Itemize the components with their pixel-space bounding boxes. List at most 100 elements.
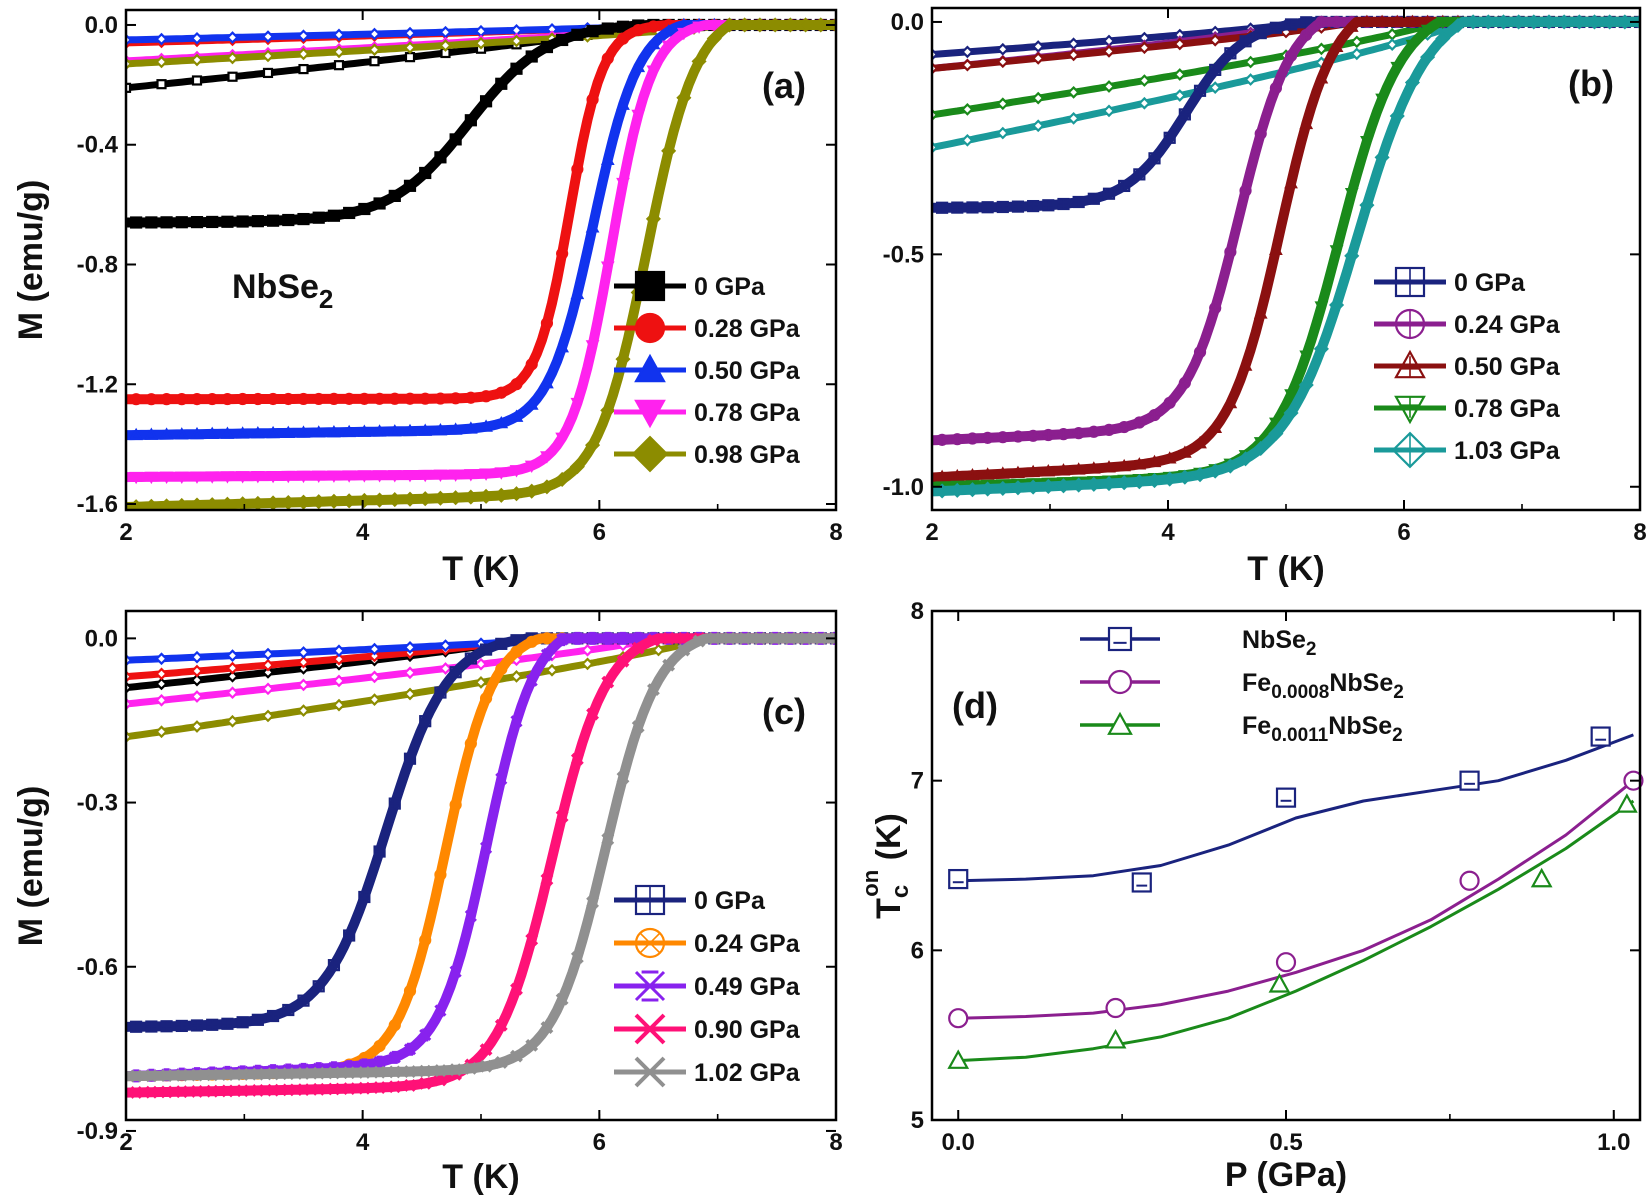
zfc-point: [145, 393, 158, 406]
zfc-point-cross: [1406, 76, 1419, 89]
zfc-point: [160, 216, 173, 229]
zfc-point: [495, 77, 508, 90]
zfc-point: [662, 658, 676, 672]
x-tick-label: 8: [829, 1129, 842, 1156]
fc-point: [1067, 112, 1080, 125]
zfc-point: [510, 714, 523, 728]
zfc-point: [570, 951, 584, 964]
zfc-point: [676, 90, 692, 106]
zfc-point-cross: [982, 432, 993, 443]
zfc-point: [798, 17, 814, 33]
zfc-point: [600, 152, 615, 166]
legend-label: Fe0.0008NbSe2: [1242, 669, 1404, 703]
y-tick-label: 8: [911, 598, 924, 625]
zfc-point: [586, 25, 599, 38]
zfc-point-cross: [131, 1021, 142, 1032]
zfc-point-cross: [984, 471, 992, 479]
zfc-point: [448, 469, 463, 482]
fc-point: [1031, 119, 1045, 133]
zfc-point: [433, 469, 448, 483]
y-ticks-b: 0.0 -0.5 -1.0: [883, 9, 1640, 501]
zfc-point-cross: [1073, 428, 1084, 439]
zfc-point-x: [466, 739, 475, 748]
zfc-point-cross: [283, 1005, 294, 1016]
zfc-point-cross: [938, 473, 946, 481]
zfc-point: [449, 1063, 463, 1077]
legend-item-0-GPa: 0 GPa: [1374, 266, 1526, 298]
zfc-point: [175, 393, 188, 406]
zfc-point-cross: [1363, 18, 1371, 26]
zfc-point-cross: [997, 432, 1008, 443]
fc-point: [510, 34, 523, 48]
zfc-point: [341, 493, 357, 509]
legend-marker-cross: [1396, 310, 1424, 338]
zfc-point: [555, 992, 569, 1006]
zfc-point-cross: [1149, 410, 1160, 421]
fc-point: [961, 103, 974, 116]
zfc-point: [586, 707, 599, 721]
zfc-point: [205, 426, 220, 440]
y-tick-label: 7: [911, 768, 924, 795]
zfc-point: [174, 497, 190, 510]
zfc-point-cross: [996, 482, 1009, 495]
zfc-point-cross: [1330, 299, 1343, 312]
data-point-NbSe2: [948, 868, 969, 890]
zfc-point-cross: [1378, 18, 1386, 26]
zfc-point: [235, 471, 250, 484]
fc-point: [996, 126, 1010, 140]
zfc-point-cross: [1043, 200, 1054, 211]
ylabel-sup: on: [858, 870, 883, 897]
fc-point: [1138, 74, 1151, 87]
fc-point: [298, 63, 309, 75]
zfc-point: [540, 451, 554, 464]
legend-item-1.03-GPa: 1.03 GPa: [1374, 431, 1561, 469]
zfc-point-x: [542, 634, 551, 643]
zfc-point: [388, 1019, 401, 1032]
zfc-point: [631, 720, 645, 734]
zfc-point: [631, 59, 646, 73]
zfc-point-cross: [1087, 478, 1100, 491]
points-d: [947, 726, 1644, 1069]
zfc-curves-c: [126, 631, 836, 1099]
y-axis-label-a: M (emu/g): [12, 180, 50, 341]
data-point-Fe0.0011NbSe2: [1104, 1028, 1127, 1049]
zfc-point-cross: [1270, 83, 1281, 94]
zfc-point: [403, 469, 417, 483]
zfc-point-cross: [1439, 17, 1447, 26]
zfc-point-cross: [496, 638, 507, 649]
fc-point: [190, 664, 204, 678]
zfc-point: [221, 392, 234, 406]
legend-item-1.02-GPa: 1.02 GPa: [614, 1056, 801, 1088]
zfc-point-cross: [1014, 469, 1022, 477]
legend-label: 0 GPa: [694, 887, 766, 915]
zfc-point-x: [436, 870, 445, 879]
zfc-point: [251, 215, 264, 228]
zfc-point-cross: [1497, 15, 1510, 28]
zfc-point-cross: [192, 1020, 202, 1031]
legend-marker-x: [639, 932, 661, 954]
y-tick-label: 0.0: [891, 9, 924, 36]
zfc-point: [479, 419, 493, 432]
zfc-point: [312, 392, 325, 406]
fit-curve-Fe0.0008NbSe2: [958, 779, 1635, 1020]
zfc-point-cross: [1135, 460, 1143, 469]
fc-point: [368, 670, 381, 684]
zfc-point: [464, 1061, 478, 1075]
zfc-point: [479, 1043, 493, 1057]
zfc-point-cross: [328, 960, 339, 971]
zfc-point: [281, 470, 296, 484]
y-axis-label-d-text: Tcon (K): [858, 813, 914, 919]
legend-label: 0.98 GPa: [694, 441, 801, 469]
zfc-point: [281, 1083, 295, 1097]
zfc-point: [525, 358, 538, 371]
zfc-point: [357, 1066, 371, 1079]
fc-point: [261, 49, 275, 63]
zfc-point: [130, 216, 143, 229]
zfc-point: [556, 247, 569, 260]
zfc-point-cross: [1300, 378, 1313, 391]
zfc-point: [495, 772, 508, 786]
panel-b: 2 4 6 8 0.0 -0.5 -1.0 T (K) (b) 0 GPa 0.24 GPa…: [883, 6, 1647, 588]
compound-sub: 2: [319, 284, 333, 314]
zfc-point-cross: [1272, 246, 1280, 254]
zfc-point: [752, 17, 768, 33]
